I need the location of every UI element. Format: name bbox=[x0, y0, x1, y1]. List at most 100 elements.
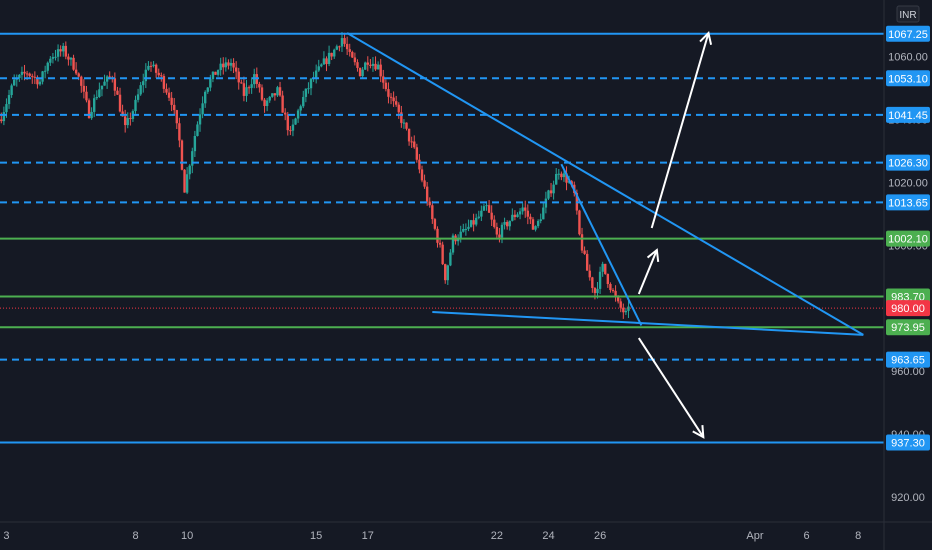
candle-body bbox=[534, 226, 537, 230]
time-tick-label: 24 bbox=[542, 530, 554, 542]
candle-body bbox=[245, 87, 248, 96]
candle-body bbox=[467, 226, 470, 229]
candle-body bbox=[203, 91, 207, 104]
candle-body bbox=[348, 49, 351, 52]
price-tag: 1002.10 bbox=[886, 230, 930, 247]
candle-body bbox=[307, 88, 310, 90]
candle-body bbox=[418, 159, 421, 170]
candle-body bbox=[126, 118, 129, 126]
candle-body bbox=[273, 93, 277, 96]
candle-body bbox=[464, 228, 468, 230]
candle-body bbox=[276, 87, 279, 96]
candle-body bbox=[12, 79, 16, 86]
candle-body bbox=[320, 64, 323, 67]
candle-body bbox=[294, 118, 297, 125]
candle-body bbox=[286, 114, 289, 131]
candle-body bbox=[234, 67, 238, 72]
trendline bbox=[560, 163, 643, 326]
candle-body bbox=[382, 76, 385, 83]
price-tag-background bbox=[886, 434, 930, 451]
candle-body bbox=[616, 296, 620, 302]
candle-body bbox=[103, 81, 106, 86]
candle-body bbox=[539, 219, 542, 221]
candle-body bbox=[549, 190, 553, 194]
time-tick-label: 26 bbox=[594, 530, 606, 542]
candle-body bbox=[477, 216, 480, 218]
time-tick-label: 3 bbox=[3, 530, 9, 542]
candle-body bbox=[500, 224, 504, 238]
candle-body bbox=[87, 100, 91, 119]
price-tag-background bbox=[886, 25, 930, 42]
candle-body bbox=[56, 49, 60, 57]
candle-body bbox=[562, 173, 566, 178]
price-tag: 1013.65 bbox=[886, 194, 930, 211]
candle-body bbox=[433, 219, 437, 229]
candle-body bbox=[410, 141, 413, 143]
candle-body bbox=[64, 45, 68, 57]
candle-body bbox=[59, 49, 62, 52]
candle-body bbox=[229, 62, 233, 66]
candle-body bbox=[578, 210, 581, 235]
candle-body bbox=[474, 217, 478, 225]
candle-body bbox=[113, 78, 117, 91]
candle-body bbox=[160, 75, 163, 77]
candle-body bbox=[302, 96, 305, 107]
candle-body bbox=[374, 63, 377, 70]
candle-body bbox=[606, 273, 610, 285]
candle-body bbox=[167, 92, 171, 98]
candle-body bbox=[516, 214, 519, 218]
candle-body bbox=[116, 90, 119, 95]
candle-body bbox=[38, 81, 42, 85]
price-tag: 937.30 bbox=[886, 434, 930, 451]
candle-body bbox=[397, 104, 400, 113]
candle-body bbox=[98, 89, 101, 97]
candle-body bbox=[43, 70, 47, 72]
price-tag-background bbox=[886, 351, 930, 368]
candle-body bbox=[5, 104, 8, 113]
candle-body bbox=[149, 65, 153, 67]
arrow-head bbox=[692, 425, 705, 439]
candle-body bbox=[560, 173, 563, 178]
candle-body bbox=[188, 165, 191, 175]
candle-body bbox=[51, 57, 55, 59]
candle-body bbox=[431, 205, 434, 220]
candle-body bbox=[387, 89, 390, 97]
price-tag-background bbox=[886, 106, 930, 123]
price-tag: 963.65 bbox=[886, 351, 930, 368]
candle-body bbox=[356, 62, 359, 68]
candle-body bbox=[268, 96, 271, 101]
candle-body bbox=[376, 64, 380, 70]
candle-body bbox=[214, 71, 217, 75]
candle-body bbox=[216, 70, 220, 75]
candle-body bbox=[162, 76, 166, 89]
candle-body bbox=[338, 46, 341, 48]
candle-body bbox=[67, 56, 70, 60]
candle-body bbox=[490, 212, 493, 220]
candle-body bbox=[95, 96, 98, 99]
candle-body bbox=[152, 64, 155, 67]
time-tick-label: Apr bbox=[746, 530, 763, 542]
candle-body bbox=[451, 235, 455, 253]
price-tag: 1026.30 bbox=[886, 154, 930, 171]
price-tag-text: 963.65 bbox=[891, 355, 925, 367]
candle-body bbox=[219, 63, 222, 71]
price-tag-text: 980.00 bbox=[891, 303, 925, 315]
candle-body bbox=[508, 220, 511, 227]
time-tick-label: 8 bbox=[132, 530, 138, 542]
candle-body bbox=[18, 74, 21, 79]
candle-body bbox=[93, 98, 96, 112]
candle-body bbox=[487, 205, 491, 213]
candle-body bbox=[157, 72, 160, 76]
candle-body bbox=[482, 206, 486, 211]
candle-body bbox=[511, 214, 514, 221]
candle-body bbox=[609, 284, 612, 290]
candle-body bbox=[402, 122, 406, 124]
candle-body bbox=[542, 207, 545, 220]
candle-body bbox=[343, 38, 346, 44]
candle-body bbox=[358, 67, 362, 77]
candle-body bbox=[552, 184, 555, 194]
candle-body bbox=[480, 210, 483, 217]
candle-body bbox=[260, 87, 264, 100]
candle-body bbox=[0, 119, 3, 122]
price-tag-text: 1067.25 bbox=[888, 29, 928, 41]
